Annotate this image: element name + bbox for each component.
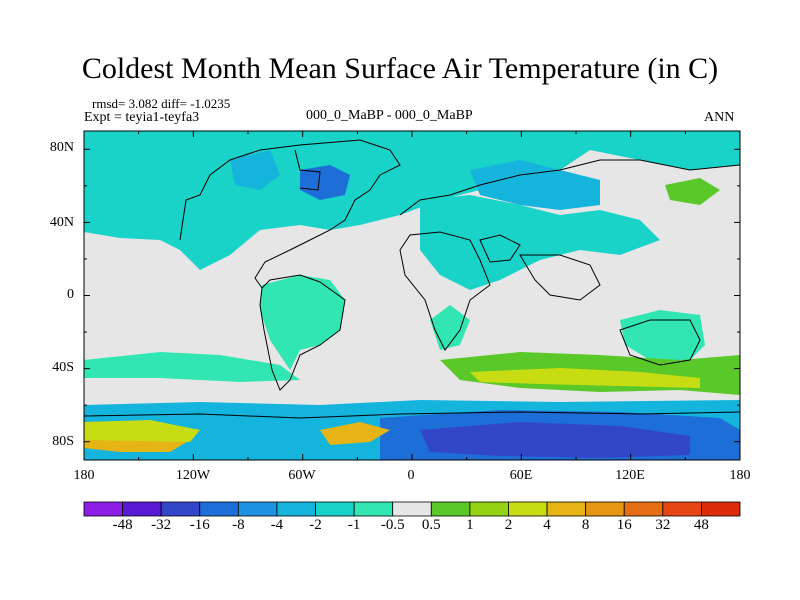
colorbar-swatch <box>585 501 625 517</box>
africa-patch <box>430 305 470 350</box>
colorbar-label: -32 <box>151 517 172 533</box>
colorbar-label: -48 <box>112 517 133 533</box>
colorbar-label: 0.5 <box>421 517 441 533</box>
colorbar-label: -0.5 <box>380 517 405 533</box>
colorbar-label: 16 <box>616 517 632 533</box>
colorbar-swatch <box>508 501 548 517</box>
siberia-cold <box>470 160 600 210</box>
colorbar-swatch <box>276 501 316 517</box>
plot-title: Coldest Month Mean Surface Air Temperatu… <box>81 52 719 85</box>
antarctic-warm-center <box>320 422 390 445</box>
lon-label-60e: 60E <box>509 468 533 483</box>
colorbar <box>83 501 741 517</box>
colorbar-swatch <box>469 501 509 517</box>
colorbar-swatch <box>315 501 355 517</box>
lon-label-180e: 180 <box>729 468 751 483</box>
colorbar-label: 8 <box>581 517 590 533</box>
season-label: ANN <box>704 110 735 125</box>
colorbar-swatch <box>199 501 239 517</box>
na-cold <box>300 165 350 200</box>
colorbar-label: -16 <box>189 517 210 533</box>
lat-label-80s: 80S <box>52 434 74 449</box>
colorbar-swatch <box>83 501 123 517</box>
map-field <box>84 131 740 460</box>
colorbar-label: -1 <box>347 517 361 533</box>
coastlines <box>84 139 740 419</box>
colorbar-swatch <box>623 501 664 517</box>
south-america-patch <box>260 275 345 370</box>
colorbar-swatch <box>546 501 587 517</box>
colorbar-label: -2 <box>309 517 322 533</box>
experiment-label: Expt = teyia1-teyfa3 <box>84 110 200 125</box>
antarctic-yellow-west <box>84 420 200 442</box>
lat-label-80n: 80N <box>49 140 74 155</box>
colorbar-label: 4 <box>543 517 551 533</box>
lat-label-40n: 40N <box>49 215 74 230</box>
lon-label-180w: 180 <box>73 468 95 483</box>
axis-ticks <box>83 131 741 460</box>
southern-ocean-cyan <box>84 352 300 382</box>
colorbar-label: 48 <box>693 517 709 533</box>
eurasia-patch <box>420 195 660 290</box>
lat-label-40s: 40S <box>52 360 74 375</box>
colorbar-label: 1 <box>466 517 474 533</box>
colorbar-label: 2 <box>504 517 513 533</box>
colorbar-swatch <box>160 501 201 517</box>
colorbar-swatch <box>430 501 471 517</box>
lon-label-120w: 120W <box>175 468 211 483</box>
colorbar-swatch <box>701 501 741 517</box>
colorbar-swatch <box>237 501 278 517</box>
colorbar-label: 32 <box>655 517 671 533</box>
period-label: 000_0_MaBP - 000_0_MaBP <box>306 108 473 123</box>
colorbar-swatch <box>353 501 394 517</box>
southern-ocean-yellow <box>470 368 700 388</box>
greenland-cold <box>230 150 280 190</box>
lon-label-0: 0 <box>407 468 415 483</box>
colorbar-swatch <box>122 501 162 517</box>
pacific-green <box>665 178 720 205</box>
lon-label-60w: 60W <box>288 468 316 483</box>
colorbar-swatch <box>392 501 432 517</box>
antarctic-indigo <box>420 422 690 458</box>
stats-label: rmsd= 3.082 diff= -1.0235 <box>92 96 231 111</box>
colorbar-swatch <box>662 501 702 517</box>
colorbar-label: -8 <box>232 517 245 533</box>
lat-label-0: 0 <box>67 287 74 302</box>
lon-label-120e: 120E <box>615 468 645 483</box>
colorbar-label: -4 <box>270 517 284 533</box>
